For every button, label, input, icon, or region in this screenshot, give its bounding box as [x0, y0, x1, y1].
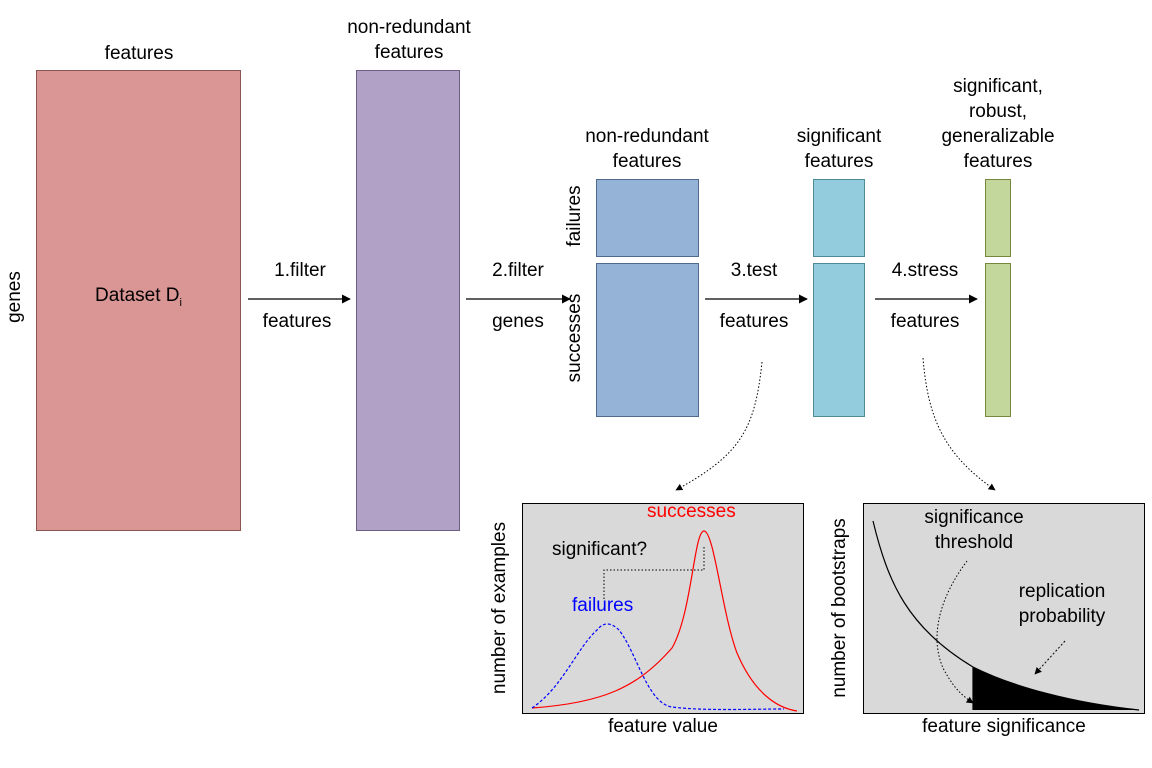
question-label: significant? — [552, 539, 648, 560]
failures-curve — [531, 623, 785, 711]
stage4-successes-block — [813, 263, 865, 417]
test-plot-ylabel: number of examples — [489, 521, 510, 695]
threshold-label-line2: threshold — [934, 532, 1014, 553]
step1-sublabel: features — [262, 311, 332, 332]
stress-plot-curves — [872, 520, 1140, 711]
dataset-features-label: features — [104, 43, 174, 64]
stage2-title-line1: non-redundant — [347, 17, 471, 38]
test-plot: successes significant? failures — [522, 501, 804, 714]
threshold-label-line1: significance — [924, 507, 1024, 528]
step1-label: 1.filter — [274, 260, 326, 281]
stage5-title-line3: generalizable — [941, 126, 1055, 147]
stage5-title-line2: robust, — [968, 101, 1028, 122]
test-plot-xlabel: feature value — [608, 716, 718, 737]
stage4-title-line2: features — [804, 151, 874, 172]
stage5-successes-block — [985, 263, 1011, 417]
stage3-title-line2: features — [612, 151, 682, 172]
stage3-title-line1: non-redundant — [585, 126, 709, 147]
step3-sublabel: features — [719, 311, 789, 332]
dataset-name: Dataset D — [95, 285, 180, 306]
stage3-failures-label: failures — [564, 185, 585, 247]
stage4-title-line1: significant — [796, 126, 882, 147]
replication-label-line2: probability — [1018, 606, 1106, 627]
stage2-title-line2: features — [374, 42, 444, 63]
test-plot-curves — [531, 530, 798, 712]
stage5-failures-block — [985, 179, 1011, 257]
stress-plot: significance threshold replication proba… — [863, 503, 1145, 714]
threshold-pointer — [936, 560, 974, 704]
stage3-successes-label: successes — [564, 293, 585, 383]
stress-plot-xlabel: feature significance — [922, 716, 1086, 737]
step4-label: 4.stress — [891, 260, 959, 281]
replication-pointer — [1034, 640, 1066, 675]
failures-label: failures — [572, 595, 634, 616]
stress-plot-ylabel: number of bootstraps — [829, 518, 850, 698]
stage3-successes-block — [596, 263, 699, 417]
dataset-subscript: i — [179, 296, 182, 309]
replication-label-line1: replication — [1018, 581, 1106, 602]
successes-label: successes — [647, 501, 736, 522]
stage4-failures-block — [813, 179, 865, 257]
significance-bracket — [603, 545, 705, 599]
dataset-block: Dataset Di — [36, 70, 241, 531]
dataset-title: Dataset Di — [37, 285, 240, 309]
step4-sublabel: features — [890, 311, 960, 332]
stage5-title-line4: features — [963, 151, 1033, 172]
successes-curve — [531, 530, 798, 712]
step2-label: 2.filter — [492, 260, 544, 281]
step2-sublabel: genes — [492, 311, 544, 332]
step3-label: 3.test — [730, 260, 778, 281]
stage3-failures-block — [596, 179, 699, 257]
replication-area — [973, 667, 1139, 710]
dataset-genes-label: genes — [4, 271, 25, 323]
stage2-block — [356, 70, 460, 531]
stage5-title-line1: significant, — [953, 76, 1043, 97]
